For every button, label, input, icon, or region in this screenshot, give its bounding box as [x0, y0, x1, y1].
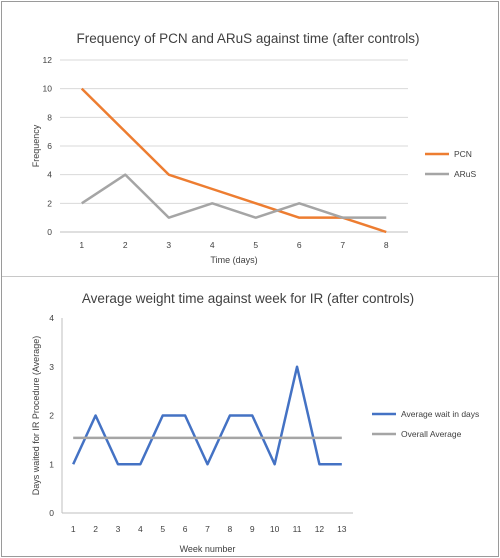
chart-svg: Frequency of PCN and ARuS against time (…: [31, 31, 477, 265]
legend-label: ARuS: [454, 169, 477, 179]
y-tick-label: 8: [47, 112, 52, 122]
y-tick-label: 4: [49, 313, 54, 323]
x-tick-label: 1: [79, 240, 84, 250]
x-tick-label: 12: [315, 524, 325, 534]
x-tick-label: 4: [138, 524, 143, 534]
y-axis-title: Frequency: [31, 124, 41, 167]
x-tick-label: 7: [340, 240, 345, 250]
x-tick-label: 4: [210, 240, 215, 250]
x-tick-label: 3: [166, 240, 171, 250]
x-tick-label: 1: [71, 524, 76, 534]
chart-average-wait-ir: Average weight time against week for IR …: [2, 278, 498, 556]
x-tick-label: 13: [337, 524, 347, 534]
chart-frequency-pcn-arus: Frequency of PCN and ARuS against time (…: [2, 2, 498, 277]
x-tick-label: 5: [160, 524, 165, 534]
y-tick-label: 10: [43, 84, 53, 94]
x-tick-label: 2: [123, 240, 128, 250]
y-tick-label: 12: [43, 55, 53, 65]
x-axis-title: Time (days): [210, 255, 257, 265]
x-tick-label: 6: [183, 524, 188, 534]
y-tick-label: 0: [47, 227, 52, 237]
y-tick-label: 2: [49, 411, 54, 421]
chart-title: Frequency of PCN and ARuS against time (…: [77, 31, 420, 46]
x-tick-label: 5: [253, 240, 258, 250]
x-tick-label: 7: [205, 524, 210, 534]
y-tick-label: 0: [49, 508, 54, 518]
legend-label: Average wait in days: [401, 409, 479, 419]
series-line-average-wait-in-days: [72, 365, 342, 466]
x-tick-label: 3: [116, 524, 121, 534]
y-tick-label: 3: [49, 362, 54, 372]
x-tick-label: 8: [384, 240, 389, 250]
x-tick-label: 11: [293, 524, 302, 534]
x-tick-label: 6: [297, 240, 302, 250]
x-axis-title: Week number: [180, 544, 236, 554]
x-tick-label: 10: [270, 524, 280, 534]
x-tick-label: 2: [93, 524, 98, 534]
series-line-arus: [81, 173, 387, 219]
chart-title: Average weight time against week for IR …: [82, 291, 414, 306]
y-tick-label: 2: [47, 198, 52, 208]
x-tick-label: 9: [250, 524, 255, 534]
series-line-pcn: [80, 87, 387, 234]
chart-svg: Average weight time against week for IR …: [31, 291, 479, 554]
legend-label: PCN: [454, 149, 472, 159]
legend-label: Overall Average: [401, 429, 462, 439]
y-axis-title: Days waited for IR Procedure (Average): [31, 336, 41, 495]
y-tick-label: 1: [49, 459, 54, 469]
y-tick-label: 4: [47, 170, 52, 180]
x-tick-label: 8: [228, 524, 233, 534]
y-tick-label: 6: [47, 141, 52, 151]
